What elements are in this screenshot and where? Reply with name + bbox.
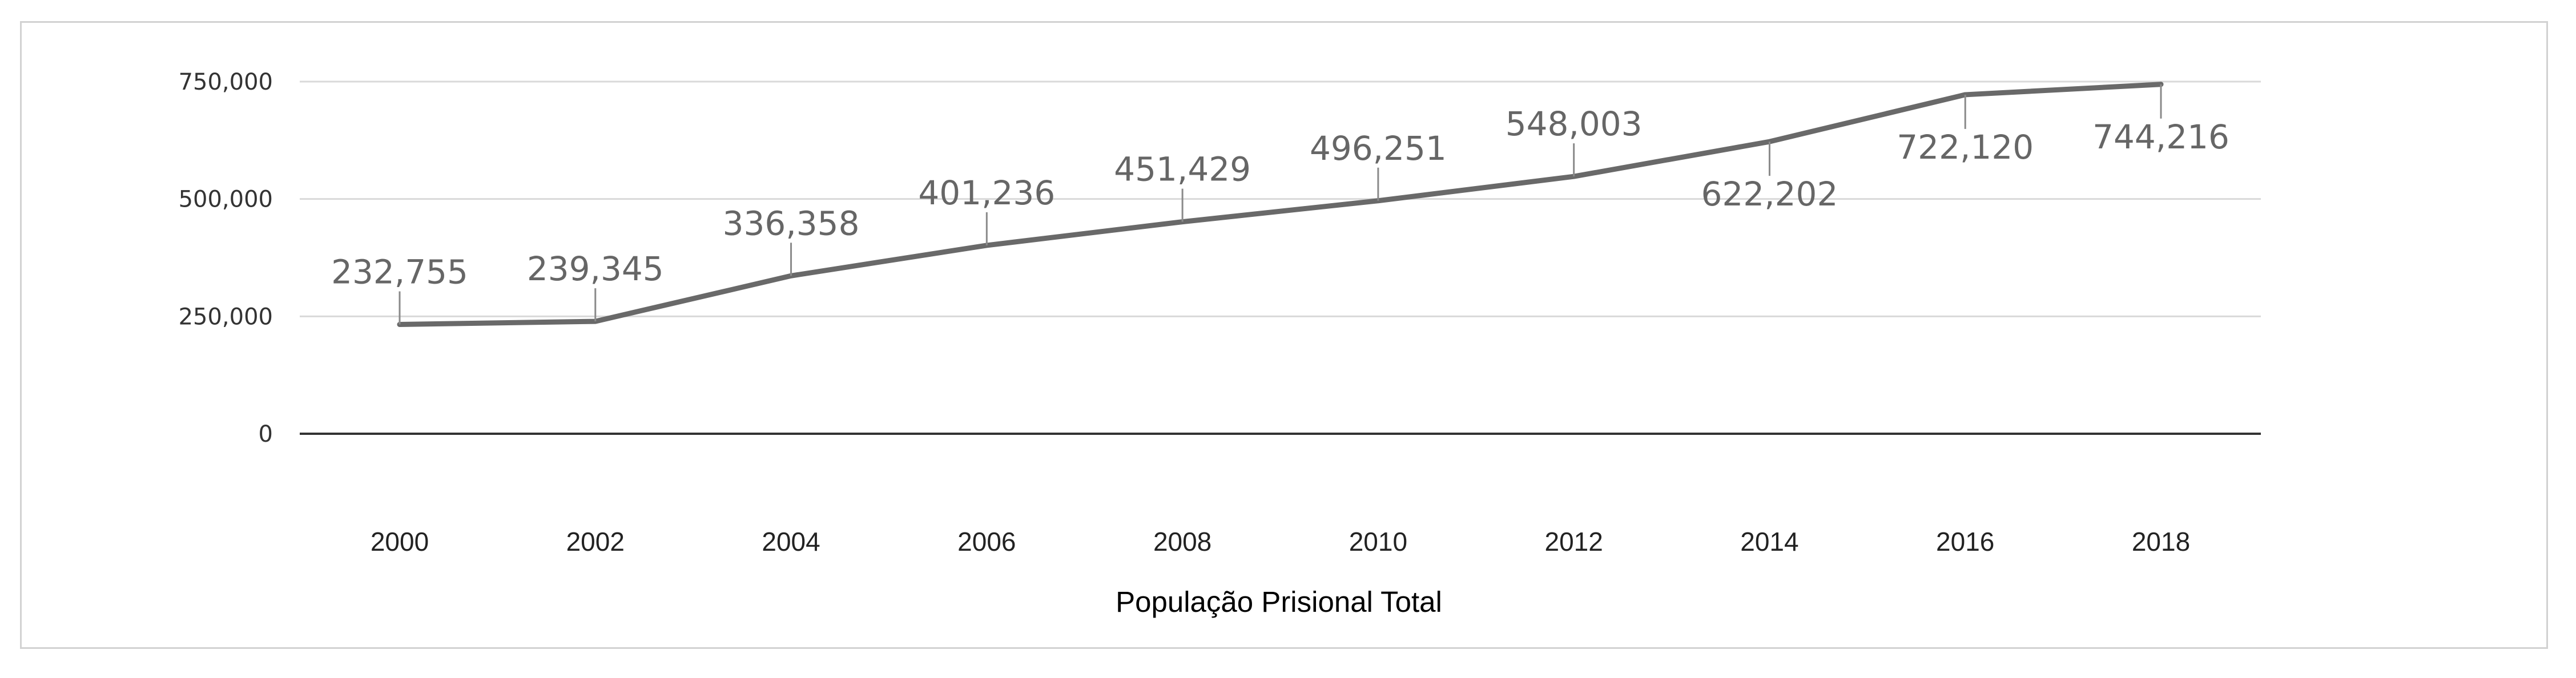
- x-axis: 2000 2002 2004 2006 2008 2010 2012 2014 2016 2018: [371, 527, 2190, 556]
- data-label: 451,429: [1114, 150, 1251, 189]
- data-labels: 232,755 239,345 336,358 401,236 451,429 496,2…: [331, 84, 2229, 325]
- x-tick-label: 2014: [1740, 527, 1798, 556]
- x-tick-label: 2002: [566, 527, 625, 556]
- y-axis: 0 250,000 500,000 750,000: [179, 69, 273, 447]
- x-tick-label: 2006: [957, 527, 1016, 556]
- series-line: [397, 82, 2164, 328]
- data-label: 622,202: [1701, 175, 1838, 213]
- data-label: 336,358: [723, 204, 860, 243]
- chart-frame: [20, 21, 2548, 649]
- x-tick-label: 2008: [1153, 527, 1211, 556]
- x-tick-label: 2004: [762, 527, 820, 556]
- data-label: 232,755: [331, 253, 468, 292]
- x-axis-title: População Prisional Total: [1116, 586, 1442, 618]
- x-tick-label: 2010: [1349, 527, 1407, 556]
- data-label: 548,003: [1506, 104, 1643, 143]
- data-label: 496,251: [1310, 129, 1447, 168]
- y-tick-label: 750,000: [179, 69, 273, 95]
- data-label: 744,216: [2092, 118, 2229, 156]
- x-tick-label: 2012: [1544, 527, 1603, 556]
- series-line-path: [397, 82, 2164, 328]
- x-tick-label: 2000: [371, 527, 429, 556]
- x-tick-label: 2016: [1936, 527, 1994, 556]
- y-tick-label: 250,000: [179, 304, 273, 330]
- data-label: 401,236: [918, 173, 1055, 212]
- data-label: 239,345: [527, 249, 664, 288]
- y-tick-label: 500,000: [179, 187, 273, 213]
- data-label: 722,120: [1897, 128, 2034, 167]
- y-tick-label: 0: [259, 421, 273, 447]
- x-tick-label: 2018: [2132, 527, 2190, 556]
